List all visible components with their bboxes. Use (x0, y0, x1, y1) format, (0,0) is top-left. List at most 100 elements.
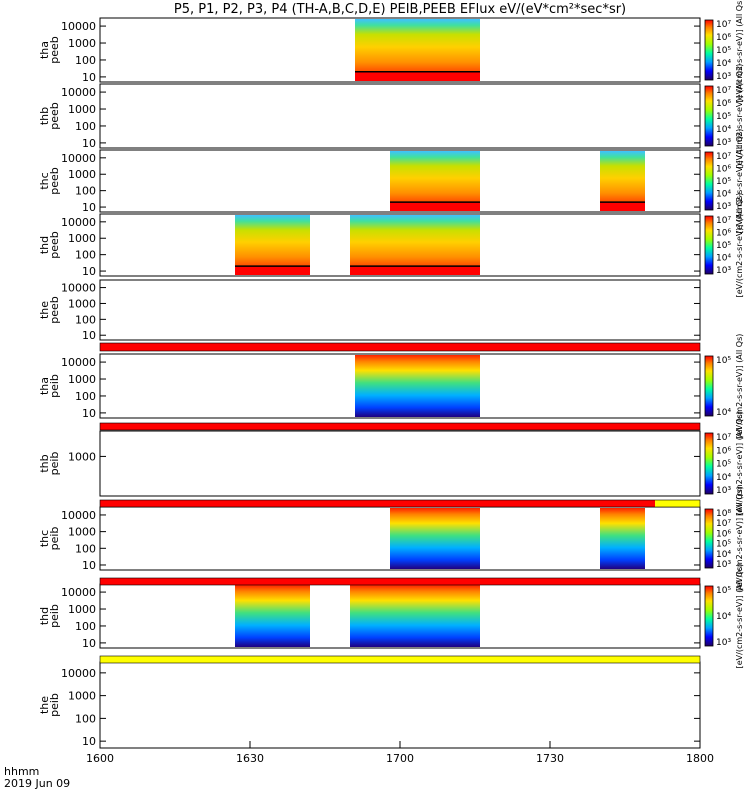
y-tick-label-2-10: 10 (82, 137, 96, 150)
y-tick-label-8-10: 10 (82, 559, 96, 572)
colorbar-tick-7-5: 10⁷ (716, 433, 731, 443)
colorbar-tick-3-1: 10³ (716, 202, 731, 212)
colorbar-label-9: [eV/(cm2-s-sr-eV)] (All Qs) (735, 564, 744, 669)
status-bar-frame-2 (99, 422, 701, 431)
panel-label-5-1: the (38, 301, 51, 319)
y-tick-label-10-10: 10 (82, 735, 96, 748)
y-tick-label-6-100: 100 (75, 390, 96, 403)
panel-frame-2 (99, 83, 701, 149)
data-block-3-1 (390, 151, 480, 211)
colorbar-tick-7-1: 10³ (716, 486, 731, 496)
colorbar-tick-1-1: 10³ (716, 72, 731, 82)
panel-label-8-1: thc (38, 530, 51, 547)
colorbar-label-4: [eV/(cm2-s-sr-eV)] (All Qs) (735, 193, 744, 298)
panel-frame-6 (99, 353, 701, 419)
colorbar-tick-3-3: 10⁵ (716, 177, 731, 187)
y-tick-label-4-1000: 1000 (68, 232, 96, 245)
colorbar-tick-4-3: 10⁵ (716, 241, 731, 251)
low-energy-band-3-1 (390, 202, 480, 211)
colorbar-tick-2-1: 10³ (716, 138, 731, 148)
y-tick-label-4-10: 10 (82, 265, 96, 278)
y-tick-label-5-100: 100 (75, 313, 96, 326)
colorbar-label-2: [eV/(cm2-s-sr-eV)] (All Qs) (735, 64, 744, 169)
y-tick-label-8-10000: 10000 (61, 509, 96, 522)
y-tick-label-5-10: 10 (82, 329, 96, 342)
panel-label-2-1: thb (38, 107, 51, 125)
panel-label-8-2: peib (48, 527, 61, 551)
y-tick-label-10-100: 100 (75, 712, 96, 725)
data-block-1-1 (355, 19, 480, 81)
y-tick-label-2-100: 100 (75, 120, 96, 133)
panel-label-7-1: thb (38, 454, 51, 472)
colorbar-tick-3-5: 10⁷ (716, 152, 731, 162)
colorbar-tick-2-3: 10⁵ (716, 112, 731, 122)
status-bar-frame-4 (99, 577, 701, 586)
colorbar-tick-8-2: 10⁴ (716, 550, 731, 560)
colorbar-tick-4-4: 10⁶ (716, 229, 731, 239)
date-label: 2019 Jun 09 (4, 777, 71, 790)
panel-label-6-2: peib (48, 374, 61, 398)
colorbar-tick-1-2: 10⁴ (716, 59, 731, 69)
colorbar-3 (704, 151, 714, 211)
y-tick-label-9-10: 10 (82, 637, 96, 650)
y-tick-label-3-10: 10 (82, 201, 96, 214)
data-block-3-2 (600, 151, 645, 211)
colorbar-9 (704, 585, 714, 647)
y-tick-label-1-1000: 1000 (68, 37, 96, 50)
colorbar-1 (704, 19, 714, 81)
colorbar-tick-8-6: 10⁸ (716, 509, 731, 519)
time-format-label: hhmm (4, 765, 40, 778)
panel-label-4-2: peeb (48, 231, 61, 259)
low-energy-band-4-2 (350, 266, 480, 275)
data-block-4-1 (235, 215, 310, 275)
y-tick-label-9-1000: 1000 (68, 603, 96, 616)
y-tick-label-10-1000: 1000 (68, 690, 96, 703)
colorbar-tick-9-3: 10⁵ (716, 586, 731, 596)
colorbar-tick-2-4: 10⁶ (716, 99, 731, 109)
y-tick-label-4-100: 100 (75, 249, 96, 262)
colorbar-tick-8-5: 10⁷ (716, 519, 731, 529)
chart-title: P5, P1, P2, P3, P4 (TH-A,B,C,D,E) PEIB,P… (173, 2, 627, 17)
colorbar-tick-7-3: 10⁵ (716, 460, 731, 470)
colorbar-8 (704, 508, 714, 569)
colorbar-tick-9-1: 10³ (716, 638, 731, 648)
panel-label-6-1: tha (38, 377, 51, 395)
colorbar-tick-8-3: 10⁵ (716, 540, 731, 550)
panel-label-3-1: thc (38, 172, 51, 189)
colorbar-label-8: [eV/(cm2-s-sr-eV)] (All Qs) (735, 486, 744, 591)
panel-label-3-2: peeb (48, 167, 61, 195)
y-tick-label-3-10000: 10000 (61, 152, 96, 165)
panel-label-5-2: peeb (48, 296, 61, 324)
data-block-8-2 (600, 508, 645, 569)
panel-label-1-1: tha (38, 41, 51, 59)
status-bar-2 (100, 423, 700, 430)
colorbar-tick-7-4: 10⁶ (716, 446, 731, 456)
colorbar-tick-4-5: 10⁷ (716, 216, 731, 226)
x-tick-label-1700: 1700 (386, 752, 414, 765)
y-tick-label-10-10000: 10000 (61, 667, 96, 680)
colorbar-label-3: [eV/(cm2-s-sr-eV)] (All Qs) (735, 129, 744, 234)
status-bar-4 (100, 578, 700, 585)
colorbar-tick-3-4: 10⁶ (716, 165, 731, 175)
low-energy-band-1-1 (355, 71, 480, 81)
x-tick-label-1730: 1730 (536, 752, 564, 765)
y-tick-label-3-100: 100 (75, 185, 96, 198)
panel-frame-7 (99, 430, 701, 497)
y-tick-label-1-10000: 10000 (61, 20, 96, 33)
colorbar-4 (704, 215, 714, 275)
x-tick-label-1800: 1800 (686, 752, 714, 765)
data-block-9-1 (235, 585, 310, 647)
colorbar-label-1: [eV/(cm2-s-sr-eV)] (All Qs) (735, 0, 744, 102)
colorbar-tick-3-2: 10⁴ (716, 190, 731, 200)
y-tick-label-1-10: 10 (82, 71, 96, 84)
panel-frame-10 (99, 661, 701, 749)
colorbar-tick-9-2: 10⁴ (716, 612, 731, 622)
colorbar-tick-6-2: 10⁵ (716, 356, 731, 366)
status-bar-tail-3 (655, 500, 700, 507)
y-tick-label-2-10000: 10000 (61, 86, 96, 99)
colorbar-tick-2-2: 10⁴ (716, 125, 731, 135)
low-energy-band-3-2 (600, 202, 645, 211)
y-tick-label-8-1000: 1000 (68, 526, 96, 539)
